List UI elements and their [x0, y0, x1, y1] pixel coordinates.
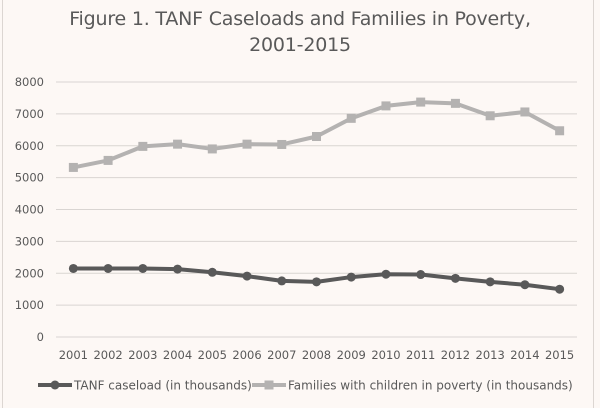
y-axis-ticks: 0 1000 2000 3000 4000 5000 6000 7000 8000: [15, 75, 44, 344]
legend-label: TANF caseload (in thousands): [73, 379, 252, 393]
x-tick-label: 2011: [406, 348, 435, 362]
data-point: [312, 277, 321, 287]
data-point: [207, 267, 217, 277]
data-point: [242, 271, 252, 281]
x-tick-label: 2005: [198, 348, 227, 362]
data-point: [312, 132, 321, 142]
data-point: [485, 277, 495, 287]
data-point: [277, 276, 287, 286]
data-point: [416, 270, 426, 280]
x-axis-ticks: 2001 2002 2003 2004 2005 2006 2007 2008 2009 2010…: [59, 348, 575, 362]
legend-marker-circle: [50, 380, 60, 390]
x-tick-label: 2010: [371, 348, 400, 362]
series-group: [68, 97, 565, 294]
data-point: [103, 155, 113, 165]
y-tick-label: 0: [37, 330, 44, 344]
chart-title: Figure 1. TANF Caseloads and Families in…: [0, 6, 600, 58]
data-point: [346, 272, 356, 282]
series-families-in-poverty: [68, 97, 565, 172]
data-point: [173, 139, 183, 149]
data-point: [207, 144, 217, 154]
data-point: [450, 98, 460, 108]
data-point: [450, 273, 460, 283]
y-tick-label: 7000: [15, 107, 44, 121]
series-tanf-caseload: [68, 263, 565, 294]
x-tick-label: 2015: [545, 348, 574, 362]
data-point: [277, 139, 287, 149]
x-tick-label: 2009: [337, 348, 366, 362]
x-tick-label: 2008: [302, 348, 331, 362]
x-tick-label: 2012: [441, 348, 470, 362]
data-point: [555, 284, 565, 294]
data-point: [68, 263, 78, 273]
data-point: [520, 107, 530, 117]
data-point: [381, 101, 391, 111]
x-tick-label: 2007: [267, 348, 296, 362]
data-point: [485, 111, 495, 121]
data-point: [103, 263, 113, 273]
y-tick-label: 8000: [15, 75, 44, 89]
chart-title-line-2: 2001-2015: [249, 34, 351, 56]
x-tick-label: 2003: [128, 348, 157, 362]
data-point: [416, 97, 426, 107]
data-point: [346, 113, 356, 123]
data-point: [520, 280, 530, 290]
data-point: [173, 264, 183, 274]
y-tick-label: 5000: [15, 171, 44, 185]
legend: TANF caseload (in thousands) Families wit…: [38, 379, 573, 393]
y-tick-label: 3000: [15, 234, 44, 248]
gridlines: [56, 81, 577, 338]
data-point: [138, 141, 148, 151]
data-point: [381, 269, 391, 279]
data-point: [555, 126, 565, 136]
legend-item: TANF caseload (in thousands): [38, 379, 252, 393]
data-point: [68, 162, 78, 172]
data-point: [242, 139, 252, 149]
x-tick-label: 2006: [232, 348, 261, 362]
legend-marker-square: [264, 380, 274, 390]
x-tick-label: 2002: [93, 348, 122, 362]
data-point: [138, 263, 148, 273]
y-tick-label: 6000: [15, 139, 44, 153]
x-tick-label: 2001: [59, 348, 88, 362]
legend-label: Families with children in poverty (in th…: [288, 379, 573, 393]
x-tick-label: 2014: [510, 348, 539, 362]
y-tick-label: 1000: [15, 298, 44, 312]
x-tick-label: 2013: [476, 348, 505, 362]
y-tick-label: 2000: [15, 266, 44, 280]
legend-item: Families with children in poverty (in th…: [252, 379, 573, 393]
chart-title-line-1: Figure 1. TANF Caseloads and Families in…: [69, 8, 531, 30]
x-tick-label: 2004: [163, 348, 192, 362]
y-tick-label: 4000: [15, 203, 44, 217]
